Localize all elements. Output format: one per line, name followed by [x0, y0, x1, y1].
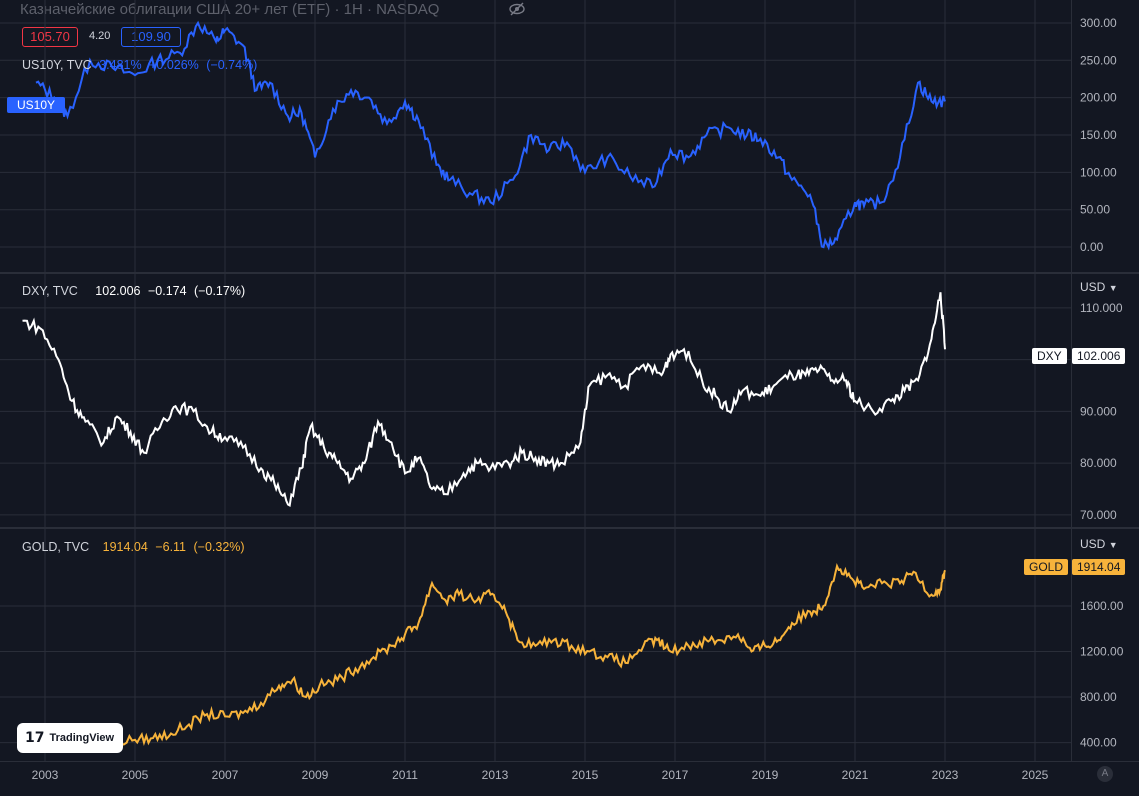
- us10y-series-line: [35, 20, 946, 251]
- x-tick-label: 2007: [212, 768, 239, 782]
- chart-title: Казначейские облигации США 20+ лет (ETF)…: [20, 1, 440, 18]
- chevron-down-icon: ▼: [1108, 540, 1118, 550]
- dxy-tag: DXY: [1032, 348, 1067, 364]
- y-tick-label: 200.00: [1080, 91, 1117, 105]
- gold-legend: GOLD, TVC 1914.04 −6.11 (−0.32%): [22, 540, 249, 554]
- gold-value: 1914.04: [102, 540, 148, 554]
- y-tick-label: 90.000: [1080, 404, 1117, 418]
- x-tick-label: 2019: [752, 768, 779, 782]
- gold-currency-selector[interactable]: USD ▼: [1080, 537, 1118, 551]
- dxy-currency-label: USD: [1080, 280, 1106, 294]
- y-tick-label: 100.00: [1080, 165, 1117, 179]
- time-axis[interactable]: 2003 2005 2007 2009 2011 2013 2015 2017 2019 2021…: [0, 761, 1139, 791]
- y-tick-label: 300.00: [1080, 16, 1117, 30]
- y-tick-label: 250.00: [1080, 53, 1117, 67]
- bid-price-button[interactable]: 105.70: [22, 27, 78, 47]
- x-tick-label: 2003: [32, 768, 59, 782]
- y-tick-label: 400.00: [1080, 736, 1117, 750]
- dxy-series-line: [22, 292, 946, 507]
- y-tick-label: 110.000: [1080, 301, 1123, 315]
- x-tick-label: 2011: [392, 768, 418, 782]
- us10y-chart: 300.00 250.00 200.00 150.00 100.00 50.00 0.00: [0, 0, 1117, 272]
- dxy-change: −0.174: [147, 284, 187, 298]
- x-tick-label: 2009: [302, 768, 329, 782]
- gold-symbol: GOLD, TVC: [22, 540, 90, 554]
- spread-value: 4.20: [89, 30, 111, 42]
- us10y-tag: US10Y: [7, 97, 66, 113]
- gold-pane[interactable]: 1600.00 1200.00 800.00 400.00 GOLD, TVC 191…: [0, 529, 1139, 761]
- y-tick-label: 1200.00: [1080, 645, 1124, 659]
- gold-percent: (−0.32%): [193, 540, 245, 554]
- dxy-value: 102.006: [95, 284, 141, 298]
- x-tick-label: 2023: [932, 768, 959, 782]
- pane-divider-1[interactable]: [0, 272, 1139, 274]
- x-tick-label: 2025: [1022, 768, 1049, 782]
- y-tick-label: 0.00: [1080, 240, 1104, 254]
- us10y-legend: US10Y, TVC 3.481% +0.026% (−0.74%): [22, 58, 261, 72]
- y-tick-label: 50.00: [1080, 203, 1110, 217]
- tradingview-wordmark: TradingView: [49, 732, 115, 744]
- dxy-legend: DXY, TVC 102.006 −0.174 (−0.17%): [22, 284, 249, 298]
- x-tick-label: 2021: [842, 768, 869, 782]
- visibility-toggle-icon[interactable]: [508, 1, 526, 17]
- us10y-symbol: US10Y, TVC: [22, 58, 92, 72]
- y-tick-label: 150.00: [1080, 128, 1117, 142]
- ask-price-button[interactable]: 109.90: [121, 27, 181, 47]
- y-tick-label: 1600.00: [1080, 599, 1124, 613]
- chevron-down-icon: ▼: [1108, 283, 1118, 293]
- us10y-change: +0.026%: [149, 58, 199, 72]
- us10y-percent: (−0.74%): [206, 58, 258, 72]
- y-tick-label: 80.000: [1080, 456, 1117, 470]
- y-tick-label: 800.00: [1080, 690, 1117, 704]
- gold-tag: GOLD: [1024, 559, 1069, 575]
- x-tick-label: 2017: [662, 768, 689, 782]
- dxy-percent: (−0.17%): [194, 284, 246, 298]
- auto-scale-button[interactable]: A: [1097, 766, 1113, 782]
- gold-price-tag: 1914.04: [1072, 559, 1126, 575]
- gold-chart: 1600.00 1200.00 800.00 400.00: [0, 529, 1124, 761]
- dxy-symbol: DXY, TVC: [22, 284, 78, 298]
- dxy-price-tag: 102.006: [1072, 348, 1126, 364]
- x-tick-label: 2013: [482, 768, 509, 782]
- us10y-pane[interactable]: 300.00 250.00 200.00 150.00 100.00 50.00 0.00 …: [0, 0, 1139, 272]
- gold-change: −6.11: [155, 540, 187, 554]
- tradingview-logo[interactable]: 17 TradingView: [17, 723, 123, 753]
- x-tick-label: 2015: [572, 768, 599, 782]
- us10y-value: 3.481%: [99, 58, 142, 72]
- tradingview-icon: 17: [25, 730, 45, 746]
- gold-currency-label: USD: [1080, 537, 1106, 551]
- gold-series-line: [44, 563, 946, 752]
- price-axis-border: [1071, 0, 1072, 761]
- y-tick-label: 70.000: [1080, 508, 1117, 522]
- x-tick-label: 2005: [122, 768, 149, 782]
- pane-divider-2[interactable]: [0, 527, 1139, 529]
- dxy-currency-selector[interactable]: USD ▼: [1080, 280, 1118, 294]
